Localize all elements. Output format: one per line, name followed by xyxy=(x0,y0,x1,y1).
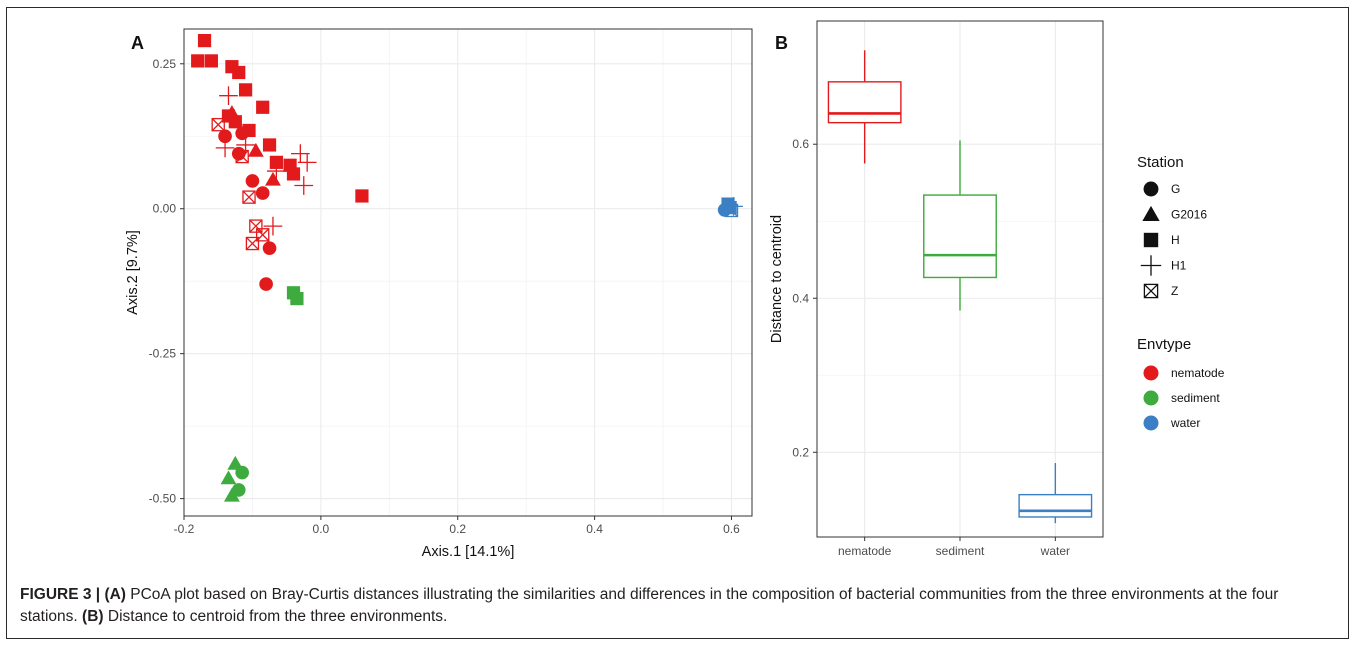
panel-a-y-tick-label: -0.50 xyxy=(149,492,177,506)
panel-b-border xyxy=(816,20,1104,538)
panel-a-point-sediment xyxy=(220,470,237,485)
panel-a-x-tick-label: 0.0 xyxy=(313,522,330,536)
caption-part-a-text: PCoA plot based on Bray-Curtis distances… xyxy=(20,586,1279,625)
panel-a-point-nematode xyxy=(238,83,253,97)
panel-a-y-tick-label: 0.25 xyxy=(153,57,177,71)
legend-station-title: Station xyxy=(1137,154,1184,171)
panel-b-box-nematode xyxy=(827,50,902,164)
panel-b-box-rect xyxy=(923,194,997,279)
panel-a-point-nematode xyxy=(259,277,273,291)
panel-a-point-nematode xyxy=(247,142,264,157)
panel-b-x-tick-label: sediment xyxy=(936,544,985,558)
panel-b-y-tick-label: 0.2 xyxy=(792,445,809,459)
panel-a-point-sediment xyxy=(223,487,240,502)
legend-station-symbol-G2016 xyxy=(1142,205,1160,221)
legend: Station G G2016 H H1 Z Envtype nematode sediment… xyxy=(1137,154,1225,431)
panel-a-label: A xyxy=(131,33,144,53)
panel-a-y-tick-label: 0.00 xyxy=(153,202,177,216)
caption-part-a-tag: (A) xyxy=(104,586,126,603)
panel-a-point-nematode xyxy=(245,174,260,188)
panel-a-x-tick-label: 0.4 xyxy=(586,522,603,536)
panel-a-point-nematode xyxy=(223,105,240,120)
panel-a-point-sediment xyxy=(235,465,249,480)
legend-station-symbol-H xyxy=(1143,232,1159,248)
panel-a-point-nematode xyxy=(249,219,263,233)
panel-a-point-nematode xyxy=(297,152,317,172)
panel-a-point-nematode xyxy=(262,138,277,152)
legend-envtype-label: sediment xyxy=(1171,391,1220,405)
figure-charts: -0.2 0.0 0.2 0.4 0.6 -0.50 -0.25 0.00 0.25 Axis.1… xyxy=(125,20,1225,560)
panel-a-x-axis-title: Axis.1 [14.1%] xyxy=(422,544,515,560)
caption-part-b-text: Distance to centroid from the three envi… xyxy=(103,608,448,625)
panel-a-point-nematode xyxy=(219,86,238,106)
panel-a-point-nematode xyxy=(267,161,286,181)
legend-station-label: Z xyxy=(1171,284,1178,298)
panel-a-point-nematode xyxy=(263,216,283,236)
panel-a-point-nematode xyxy=(242,190,256,204)
panel-b-label: B xyxy=(775,33,788,53)
panel-a-point-sediment xyxy=(231,483,246,497)
panel-a-point-nematode xyxy=(262,241,277,255)
panel-a-point-sediment xyxy=(290,291,304,306)
panel-a-point-nematode xyxy=(265,171,281,186)
panel-b-y-tick-label: 0.6 xyxy=(792,137,809,151)
panel-a-point-nematode xyxy=(286,167,301,181)
legend-station-symbol-G xyxy=(1143,181,1159,197)
panel-b-x-tick-label: water xyxy=(1040,544,1070,558)
panel-b-box-sediment xyxy=(923,140,997,311)
panel-a-border xyxy=(183,28,753,517)
panel-b-y-axis-title: Distance to centroid xyxy=(769,215,785,343)
panel-a-point-nematode xyxy=(211,117,225,132)
panel-a-y-axis-title: Axis.2 [9.7%] xyxy=(125,230,141,315)
legend-envtype-title: Envtype xyxy=(1137,336,1191,353)
panel-a-x-tick-label: -0.2 xyxy=(174,522,195,536)
legend-station-symbol-H1 xyxy=(1140,255,1162,276)
panel-b-x-tick-label: nematode xyxy=(838,544,892,558)
legend-station-label: H xyxy=(1171,233,1180,247)
panel-a-point-nematode xyxy=(245,236,260,251)
panel-a-point-nematode xyxy=(236,135,255,155)
panel-a-point-sediment xyxy=(227,455,244,470)
panel-a-point-nematode xyxy=(232,65,246,80)
caption-part-b-tag: (B) xyxy=(82,608,104,625)
panel-a-y-tick-label: -0.25 xyxy=(149,347,177,361)
legend-station-label: H1 xyxy=(1171,259,1187,273)
panel-b-box-rect xyxy=(1018,493,1093,518)
panel-b: 0.2 0.4 0.6 nematode sediment water Distance t… xyxy=(769,20,1104,558)
panel-a-point-nematode xyxy=(197,33,212,48)
panel-a-point-nematode xyxy=(204,54,218,68)
panel-a-point-nematode xyxy=(255,186,270,200)
panel-a-point-nematode xyxy=(191,54,205,68)
panel-b-y-tick-label: 0.4 xyxy=(792,291,809,305)
legend-envtype-swatch-nematode xyxy=(1143,365,1159,381)
panel-a-point-nematode xyxy=(215,138,235,158)
panel-a-point-nematode xyxy=(235,126,249,141)
panel-a-x-tick-label: 0.2 xyxy=(449,522,466,536)
panel-a-point-nematode xyxy=(294,176,314,195)
panel-a-point-water xyxy=(724,197,743,216)
caption-label: FIGURE 3 | xyxy=(20,586,105,603)
legend-station-label: G2016 xyxy=(1171,208,1207,222)
panel-a-point-nematode xyxy=(218,129,232,144)
panel-a-background xyxy=(184,29,752,516)
panel-a: -0.2 0.0 0.2 0.4 0.6 -0.50 -0.25 0.00 0.25 Axis.1… xyxy=(125,28,753,560)
figure-frame xyxy=(6,7,1349,639)
legend-envtype-swatch-sediment xyxy=(1143,390,1159,406)
legend-envtype-swatch-water xyxy=(1143,415,1159,431)
panel-a-x-tick-label: 0.6 xyxy=(723,522,740,536)
legend-envtype-label: water xyxy=(1170,416,1200,430)
panel-a-point-nematode xyxy=(355,189,369,203)
panel-b-box-water xyxy=(1018,463,1093,524)
panel-b-box-rect xyxy=(827,81,902,124)
panel-a-point-nematode xyxy=(235,149,249,164)
panel-a-point-nematode xyxy=(256,100,270,114)
legend-station-label: G xyxy=(1171,182,1180,196)
panel-a-point-water xyxy=(717,203,732,217)
legend-station-symbol-Z xyxy=(1143,283,1159,299)
legend-envtype-label: nematode xyxy=(1171,366,1225,380)
figure-caption: FIGURE 3 | (A) PCoA plot based on Bray-C… xyxy=(20,584,1340,628)
